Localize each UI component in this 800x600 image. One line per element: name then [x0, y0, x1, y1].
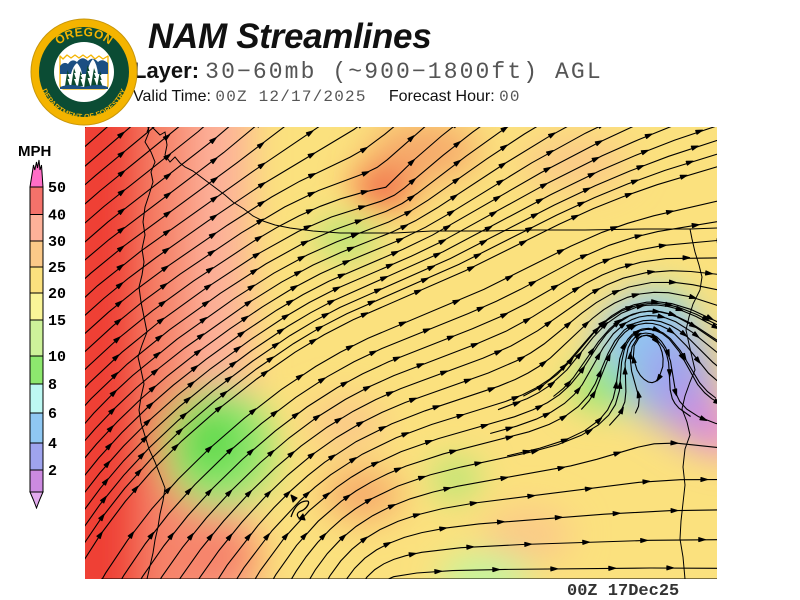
svg-text:15: 15 — [48, 313, 66, 330]
svg-text:4: 4 — [48, 436, 57, 453]
svg-text:40: 40 — [48, 208, 66, 225]
svg-text:25: 25 — [48, 260, 66, 277]
svg-text:8: 8 — [48, 377, 57, 394]
svg-text:50: 50 — [48, 180, 66, 197]
svg-text:2: 2 — [48, 463, 57, 480]
svg-text:10: 10 — [48, 349, 66, 366]
svg-text:6: 6 — [48, 406, 57, 423]
svg-text:30: 30 — [48, 234, 66, 251]
svg-text:20: 20 — [48, 286, 66, 303]
